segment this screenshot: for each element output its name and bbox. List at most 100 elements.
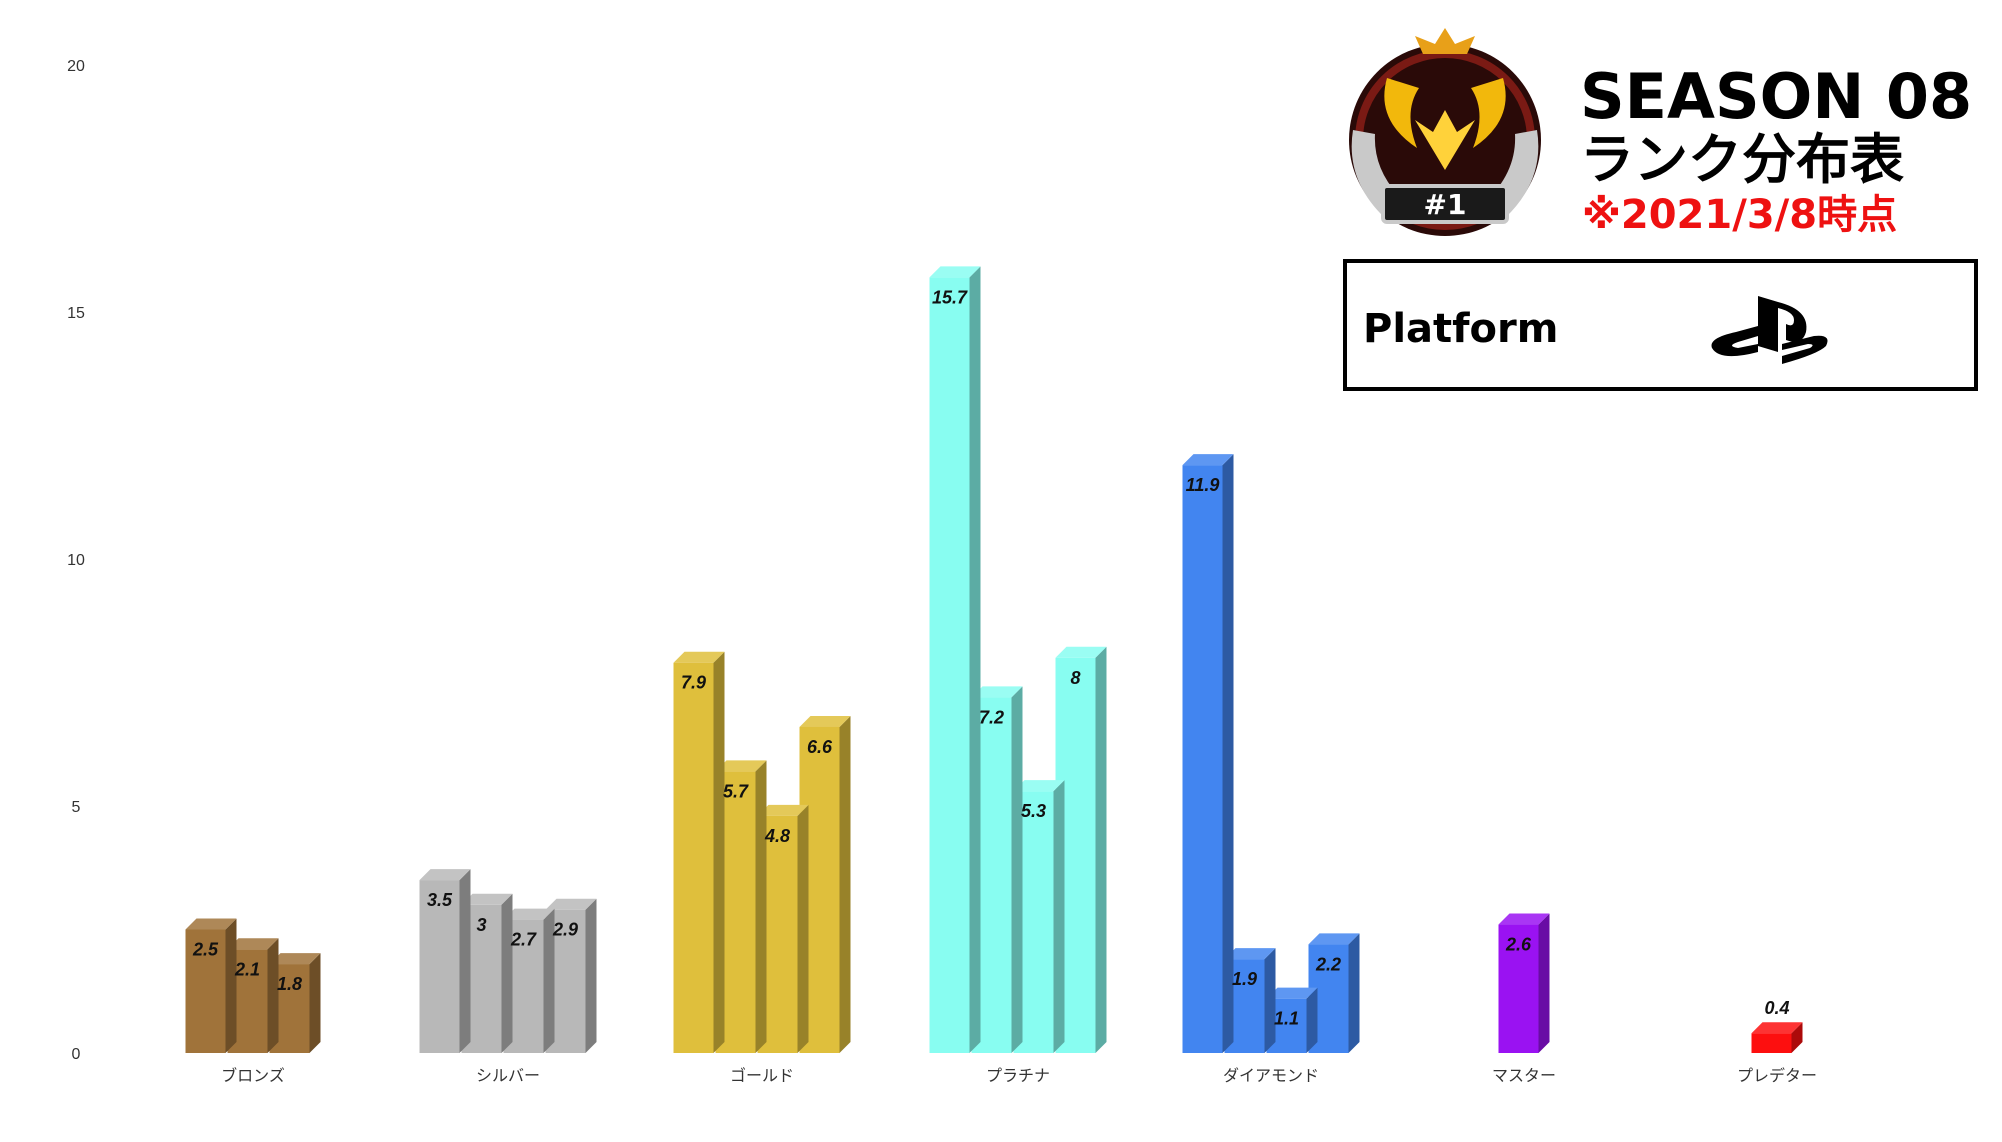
data-label: 11.9 bbox=[1186, 475, 1220, 495]
bar-side bbox=[1011, 686, 1023, 1053]
bar-top bbox=[461, 893, 513, 905]
bar-front bbox=[1751, 1033, 1792, 1053]
x-tick-label: シルバー bbox=[476, 1066, 540, 1085]
data-label: 15.7 bbox=[932, 287, 968, 307]
y-tick-label: 20 bbox=[67, 58, 85, 75]
bar-front bbox=[929, 277, 970, 1053]
bar-top bbox=[503, 908, 555, 920]
data-label: 1.9 bbox=[1232, 969, 1257, 989]
bar-front bbox=[673, 662, 714, 1053]
data-label: 2.7 bbox=[510, 930, 537, 950]
playstation-logo-icon bbox=[1711, 296, 1828, 364]
bar-top bbox=[799, 715, 851, 727]
bar bbox=[185, 918, 237, 1053]
x-tick-label: マスター bbox=[1492, 1066, 1556, 1085]
data-label: 6.6 bbox=[807, 737, 833, 757]
rank-badge-icon: #1 bbox=[1349, 28, 1541, 236]
bar-top bbox=[227, 938, 279, 950]
bars-layer: 2.5 2.1 1.8 3.5 3 2.7 2.9 7.9 5.7 4.8 6.6 15.7 7.2 5.… bbox=[185, 266, 1803, 1053]
bar-side bbox=[755, 760, 767, 1053]
bar-side bbox=[1095, 646, 1107, 1053]
bar-top bbox=[545, 898, 597, 910]
x-tick-label: ブロンズ bbox=[221, 1066, 285, 1085]
badge-number: #1 bbox=[1424, 188, 1467, 221]
bar-side bbox=[1538, 913, 1550, 1053]
bar-side bbox=[1222, 454, 1234, 1053]
bar-top bbox=[971, 686, 1023, 698]
data-label: 3.5 bbox=[427, 890, 453, 910]
bar-side bbox=[1264, 948, 1276, 1053]
x-tick-label: プレデター bbox=[1737, 1066, 1817, 1085]
x-axis-labels: ブロンズ シルバー ゴールド プラチナ ダイアモンド マスター プレデター bbox=[221, 1066, 1817, 1085]
bar-top bbox=[1308, 933, 1360, 945]
data-label: 7.9 bbox=[681, 673, 706, 693]
chart-subtitle: ランク分布表 bbox=[1580, 128, 1904, 191]
bar-top bbox=[1224, 948, 1276, 960]
data-label: 7.2 bbox=[979, 707, 1004, 727]
data-label: 2.2 bbox=[1315, 954, 1341, 974]
x-tick-label: ゴールド bbox=[730, 1066, 794, 1085]
bar-side bbox=[839, 715, 851, 1053]
x-tick-label: ダイアモンド bbox=[1223, 1066, 1319, 1085]
bar-top bbox=[673, 651, 725, 663]
as-of-date: ※2021/3/8時点 bbox=[1582, 192, 1897, 238]
bar-top bbox=[1751, 1022, 1803, 1034]
y-tick-label: 0 bbox=[72, 1046, 81, 1063]
bar bbox=[1182, 454, 1234, 1053]
bar-front bbox=[419, 880, 460, 1053]
bar-side bbox=[501, 893, 513, 1053]
bar-top bbox=[185, 918, 237, 930]
bar-side bbox=[225, 918, 237, 1053]
bar-side bbox=[585, 898, 597, 1053]
bar-side bbox=[1306, 987, 1318, 1053]
bar-side bbox=[1791, 1022, 1803, 1053]
data-label: 5.7 bbox=[723, 781, 749, 801]
season-title: SEASON 08 bbox=[1580, 60, 1972, 133]
data-label: 3 bbox=[476, 915, 486, 935]
bar-side bbox=[459, 869, 471, 1053]
data-label: 5.3 bbox=[1021, 801, 1046, 821]
bar-top bbox=[1266, 987, 1318, 999]
bar-top bbox=[929, 266, 981, 278]
bar-side bbox=[797, 804, 809, 1053]
data-label: 0.4 bbox=[1764, 998, 1789, 1018]
bar-front bbox=[1182, 465, 1223, 1053]
bar-side bbox=[969, 266, 981, 1053]
bar-side bbox=[713, 651, 725, 1053]
bar bbox=[1751, 1022, 1803, 1053]
bar-side bbox=[309, 953, 321, 1053]
data-label: 2.1 bbox=[234, 959, 260, 979]
y-axis: 0 5 10 15 20 bbox=[67, 58, 85, 1063]
x-tick-label: プラチナ bbox=[986, 1066, 1050, 1085]
y-tick-label: 5 bbox=[72, 799, 81, 816]
bar-top bbox=[1055, 646, 1107, 658]
bar-top bbox=[419, 869, 471, 881]
y-tick-label: 15 bbox=[67, 305, 85, 322]
bar-top bbox=[1182, 454, 1234, 466]
bar-top bbox=[715, 760, 767, 772]
bar-front bbox=[185, 929, 226, 1053]
bar-top bbox=[1498, 913, 1550, 925]
bar-side bbox=[1053, 780, 1065, 1053]
bar-top bbox=[1013, 780, 1065, 792]
bar-front bbox=[1498, 924, 1539, 1053]
data-label: 2.9 bbox=[552, 920, 578, 940]
bar-top bbox=[269, 953, 321, 965]
bar bbox=[929, 266, 981, 1053]
bar bbox=[673, 651, 725, 1053]
bar-side bbox=[267, 938, 279, 1053]
data-label: 2.5 bbox=[192, 940, 219, 960]
bar-side bbox=[543, 908, 555, 1053]
data-label: 4.8 bbox=[764, 826, 790, 846]
bar bbox=[419, 869, 471, 1053]
bar bbox=[1498, 913, 1550, 1053]
platform-label: Platform bbox=[1363, 306, 1558, 352]
data-label: 1.8 bbox=[277, 974, 302, 994]
platform-box bbox=[1343, 259, 1978, 391]
data-label: 2.6 bbox=[1505, 935, 1532, 955]
bar-top bbox=[757, 804, 809, 816]
bar-side bbox=[1348, 933, 1360, 1053]
data-label: 8 bbox=[1070, 668, 1080, 688]
y-tick-label: 10 bbox=[67, 552, 85, 569]
